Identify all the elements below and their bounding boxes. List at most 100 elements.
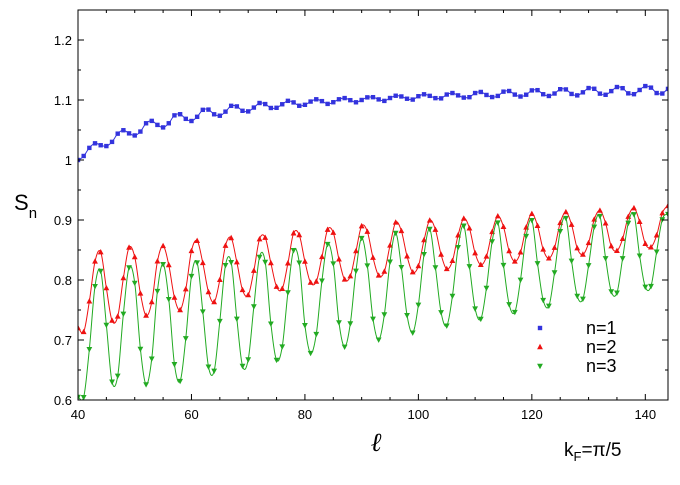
series-n1-point <box>558 87 563 92</box>
series-n1-point <box>467 94 472 100</box>
series-n2-point <box>483 253 490 259</box>
series-n3-point <box>290 248 297 254</box>
series-n2-point <box>239 286 246 293</box>
series-n1-point <box>263 101 268 107</box>
series-n2-point <box>477 261 484 268</box>
series-n2-point <box>313 278 320 284</box>
series-n2-point <box>256 235 263 242</box>
series-n3-point <box>466 264 473 270</box>
series-n1-point <box>149 118 154 124</box>
series-n3-point <box>625 220 632 227</box>
y-axis-label-subscript: n <box>29 205 37 222</box>
series-n1-point <box>546 93 552 99</box>
series-n2-point <box>602 220 609 226</box>
series-n1-point <box>506 88 512 94</box>
series-n1-point <box>297 103 302 108</box>
series-n2-point <box>188 247 195 254</box>
series-n2-point <box>528 210 535 217</box>
series-n2-point <box>500 223 507 230</box>
series-n1-point <box>336 97 342 102</box>
series-n1-point <box>155 122 160 128</box>
series-n1-point <box>166 121 171 126</box>
series-n3-point <box>267 321 274 327</box>
series-n2-point <box>381 268 388 274</box>
series-n1-point <box>637 87 642 93</box>
series-n3-point <box>154 288 161 295</box>
series-n3-point <box>233 316 240 323</box>
series-n3-point <box>648 283 654 290</box>
series-n1-point <box>648 85 654 90</box>
series-n3-point <box>608 289 615 295</box>
series-n1-point <box>660 91 665 96</box>
series-n3-point <box>631 212 637 218</box>
series-n2-point <box>109 317 115 323</box>
series-n2-point <box>177 306 184 313</box>
series-n1-point <box>495 93 501 99</box>
series-n3-point <box>511 309 518 316</box>
series-n1-point <box>126 131 132 136</box>
y-tick-label: 0.7 <box>54 333 72 348</box>
series-n1-point <box>319 98 325 104</box>
series-n3-point <box>324 241 331 248</box>
series-n1-point <box>115 131 120 136</box>
series-n1-point <box>342 95 347 101</box>
series-n3-point <box>80 394 87 400</box>
series-n1-point <box>280 102 285 107</box>
series-n1-point <box>614 84 620 90</box>
series-n1-point <box>455 93 461 98</box>
series-n2-point <box>131 253 138 260</box>
series-n2-point <box>540 246 547 252</box>
series-n3-point <box>296 260 303 266</box>
series-n1-point <box>552 91 557 96</box>
series-n3-point <box>421 251 427 258</box>
series-n1-point <box>387 95 393 101</box>
series-n1-point <box>597 91 603 96</box>
series-n3-curve <box>78 211 668 400</box>
series-n2-point <box>103 284 110 291</box>
series-n1-point <box>478 89 483 95</box>
series-n1-point <box>172 113 177 118</box>
series-n3-point <box>143 382 149 388</box>
series-n3-point <box>205 364 212 370</box>
series-n3-point <box>381 312 388 318</box>
kf-annotation-prefix: k <box>564 440 574 461</box>
series-n3-point <box>443 323 450 329</box>
series-n3-point <box>483 285 490 292</box>
x-tick-label: 100 <box>408 407 430 422</box>
series-n1-point <box>665 86 668 92</box>
series-n2-point <box>614 247 620 253</box>
series-n3-point <box>199 309 206 315</box>
series-n3-point <box>250 304 257 310</box>
series-n3-point <box>540 297 547 304</box>
series-n1-point <box>121 128 126 133</box>
series-n2-point <box>330 229 337 235</box>
series-n3-point <box>256 254 263 261</box>
series-n3-point <box>398 264 405 271</box>
series-n2-point <box>182 285 189 292</box>
series-n3-point <box>534 261 541 267</box>
series-n2-point <box>392 219 399 225</box>
series-n1-point <box>143 121 149 126</box>
x-tick-label: 140 <box>634 407 656 422</box>
series-n3-point <box>97 268 104 275</box>
series-n1-point <box>569 91 574 97</box>
series-n2-point <box>120 274 127 281</box>
series-n2-point <box>415 262 422 269</box>
x-tick-label: 60 <box>184 407 198 422</box>
legend-n1-marker <box>537 325 543 331</box>
series-n3-point <box>438 310 444 316</box>
series-n1-point <box>535 87 540 93</box>
y-tick-label: 0.8 <box>54 273 72 288</box>
series-n3-point <box>245 357 252 363</box>
series-n3-point <box>160 261 166 268</box>
series-n3-point <box>392 230 399 237</box>
series-n3-point <box>126 265 132 271</box>
series-n2-point <box>597 207 603 213</box>
series-n3-point <box>409 330 416 336</box>
series-n1-point <box>138 129 143 134</box>
series-n2-point <box>279 285 286 291</box>
series-n2-point <box>404 253 410 259</box>
series-n1-point <box>393 93 398 98</box>
series-n3-point <box>114 373 121 380</box>
series-n3-point <box>415 302 422 309</box>
